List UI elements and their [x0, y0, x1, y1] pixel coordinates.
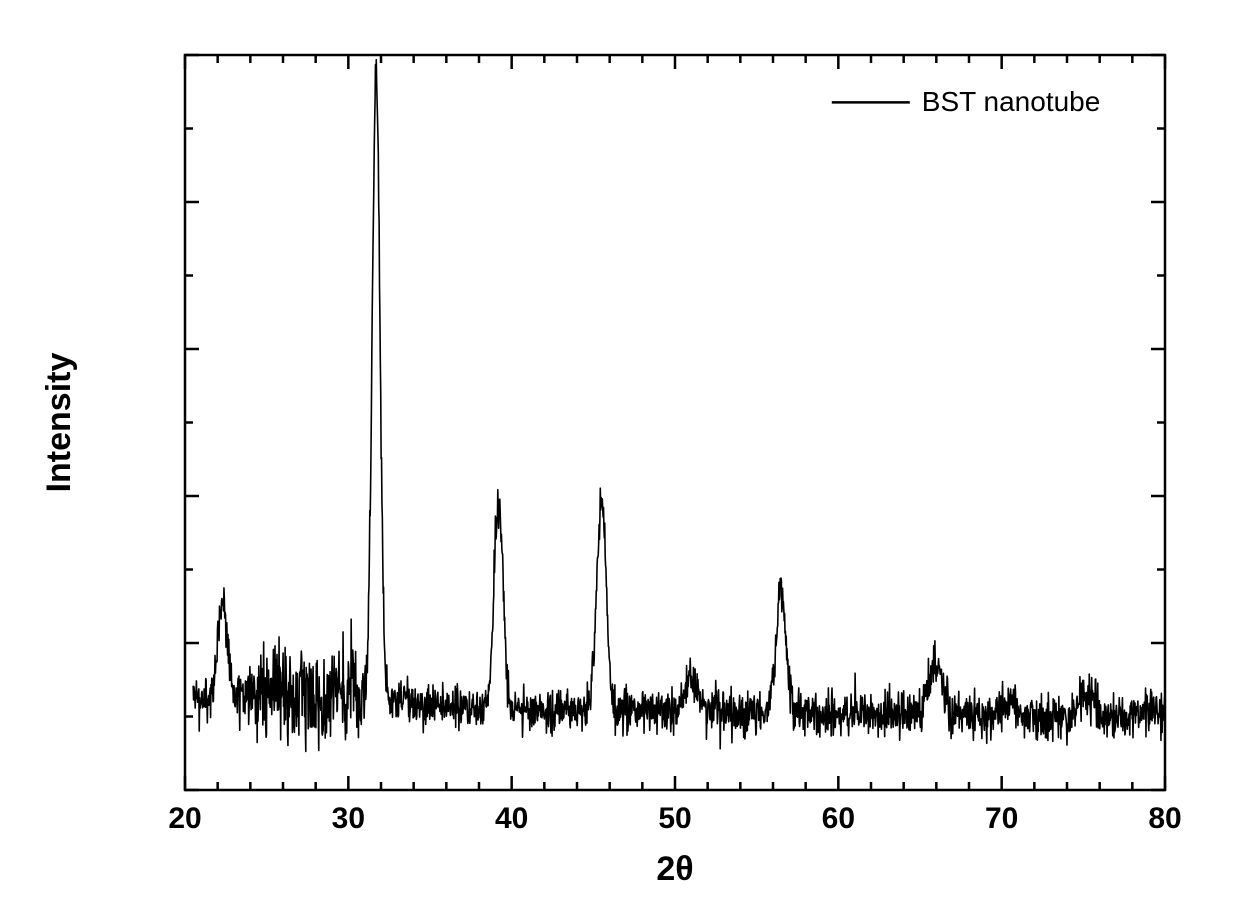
- chart-svg: 20 30 40 50 60 70 80 2θ Intensity BST nanotube: [0, 0, 1240, 913]
- xrd-chart: 20 30 40 50 60 70 80 2θ Intensity BST nanotube: [0, 0, 1240, 913]
- x-ticks-bottom: [185, 776, 1165, 790]
- svg-text:80: 80: [1148, 802, 1181, 835]
- y-ticks-left: [185, 55, 199, 790]
- x-axis-label: 2θ: [656, 850, 693, 888]
- x-ticks-top: [185, 55, 1165, 69]
- y-axis-label: Intensity: [40, 353, 78, 493]
- y-ticks-right: [1151, 55, 1165, 790]
- x-tick-labels: 20 30 40 50 60 70 80: [168, 802, 1181, 835]
- svg-text:60: 60: [822, 802, 855, 835]
- svg-text:70: 70: [985, 802, 1018, 835]
- svg-text:30: 30: [332, 802, 365, 835]
- xrd-series-line: [193, 60, 1165, 752]
- svg-text:20: 20: [168, 802, 201, 835]
- legend: BST nanotube: [832, 86, 1101, 117]
- legend-label: BST nanotube: [922, 86, 1101, 117]
- svg-text:40: 40: [495, 802, 528, 835]
- svg-text:50: 50: [658, 802, 691, 835]
